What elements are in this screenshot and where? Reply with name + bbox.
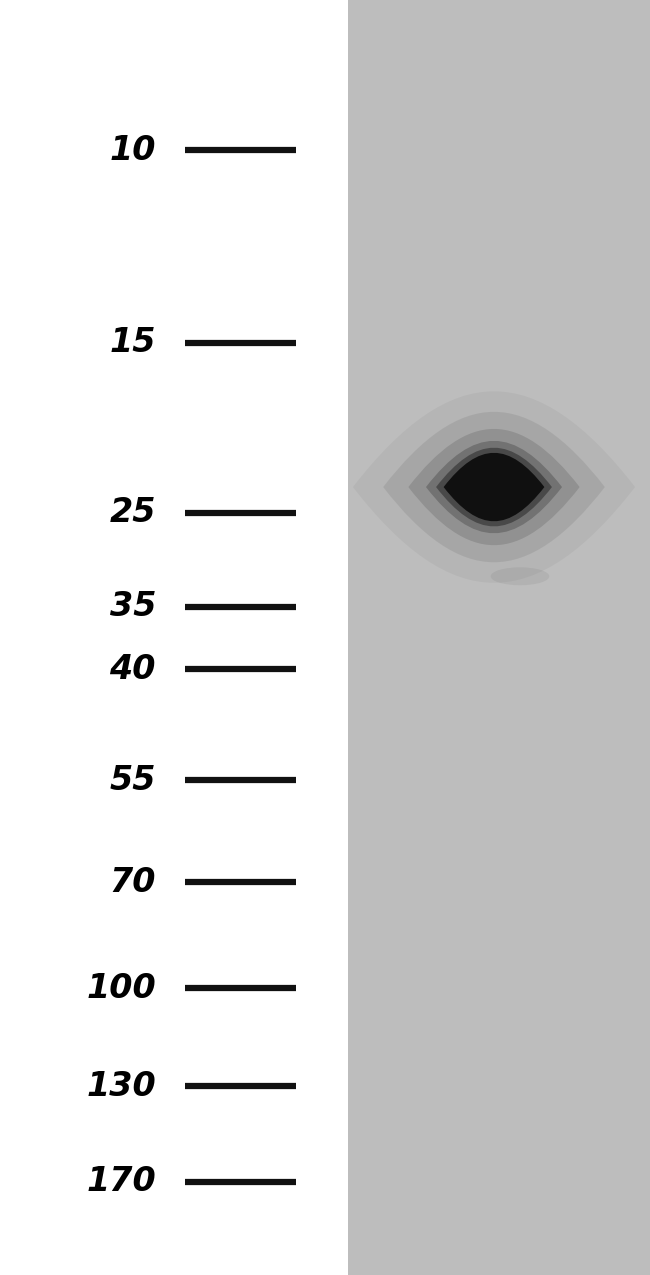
- Text: 55: 55: [109, 764, 156, 797]
- Text: 15: 15: [109, 326, 156, 360]
- Text: 35: 35: [109, 590, 156, 623]
- Text: 170: 170: [86, 1165, 156, 1198]
- PathPatch shape: [353, 391, 635, 583]
- PathPatch shape: [408, 428, 580, 546]
- PathPatch shape: [436, 448, 552, 527]
- Text: 70: 70: [109, 866, 156, 899]
- PathPatch shape: [426, 441, 562, 533]
- PathPatch shape: [384, 412, 605, 562]
- Text: 130: 130: [86, 1070, 156, 1103]
- PathPatch shape: [443, 453, 545, 521]
- Bar: [348, 0, 650, 1275]
- Text: 10: 10: [109, 134, 156, 167]
- Text: 25: 25: [109, 496, 156, 529]
- Ellipse shape: [491, 567, 549, 585]
- Text: 40: 40: [109, 653, 156, 686]
- Text: 100: 100: [86, 972, 156, 1005]
